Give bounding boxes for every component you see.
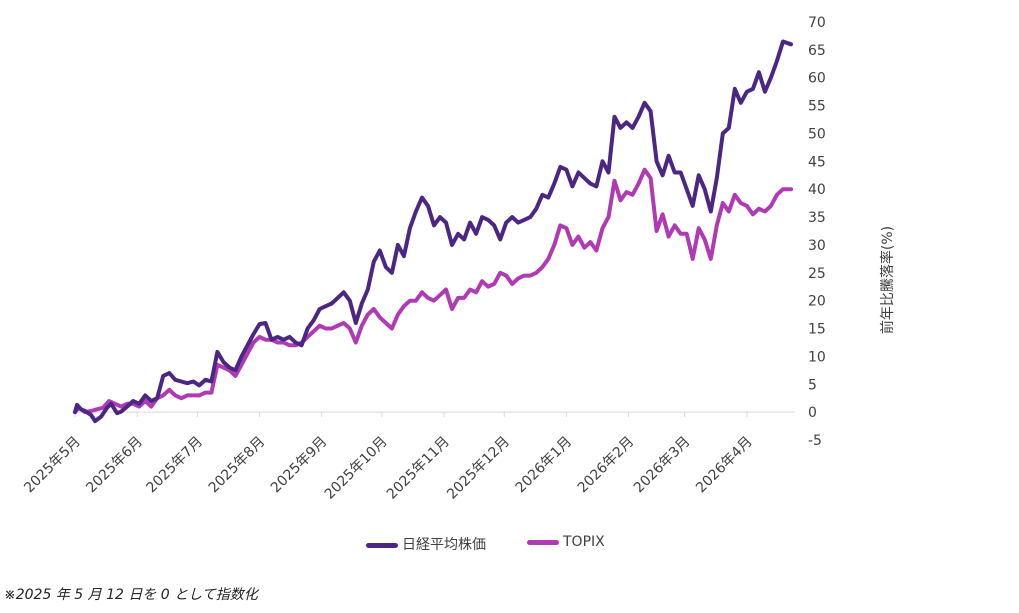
series-lines (73, 39, 793, 424)
x-tick-label: 2025年12月 (444, 434, 513, 503)
x-tick-label: 2026年3月 (631, 434, 694, 497)
x-tick-label: 2025年10月 (322, 434, 391, 503)
legend-item-nikkei: 日経平均株価 (366, 534, 486, 554)
x-tick-label: 2025年6月 (83, 434, 146, 497)
footnote: ※2025 年 5 月 12 日を 0 として指数化 (4, 587, 258, 603)
y-tick-label: 70 (808, 15, 826, 31)
x-ticks (74, 412, 748, 418)
x-tick-label: 2025年8月 (206, 434, 269, 497)
y-tick-label: 60 (808, 71, 826, 87)
y-axis-title: 前年比騰落率(%) (879, 226, 896, 334)
y-tick-labels: -5 0 5 10 15 20 25 30 35 40 45 50 55 60 65 70 (808, 15, 826, 449)
y-tick-label: 65 (808, 43, 826, 59)
x-tick-label: 2026年4月 (693, 434, 756, 497)
y-tick-label: 15 (808, 322, 826, 338)
y-tick-label: 35 (808, 210, 826, 226)
y-tick-label: 5 (808, 377, 817, 393)
y-tick-label: 10 (808, 349, 826, 365)
legend-swatch-nikkei (366, 542, 398, 548)
y-tick-label: 30 (808, 238, 826, 254)
y-tick-label: 40 (808, 182, 826, 198)
legend-swatch-topix (527, 539, 559, 545)
series-line-nikkei (73, 39, 793, 424)
y-tick-label: 0 (808, 405, 817, 421)
x-tick-label: 2026年2月 (575, 434, 638, 497)
y-tick-label: -5 (808, 433, 822, 449)
y-tick-label: 45 (808, 154, 826, 170)
y-tick-label: 20 (808, 294, 826, 310)
legend-item-topix: TOPIX (527, 534, 605, 550)
legend: 日経平均株価 TOPIX (0, 534, 1019, 554)
x-tick-label: 2026年1月 (513, 434, 576, 497)
y-tick-label: 55 (808, 99, 826, 115)
legend-label-topix: TOPIX (563, 534, 605, 550)
y-tick-label: 50 (808, 126, 826, 142)
x-tick-label: 2025年9月 (268, 434, 331, 497)
series-line-topix (73, 167, 793, 415)
y-tick-label: 25 (808, 266, 826, 282)
x-tick-label: 2025年11月 (384, 434, 453, 503)
legend-label-nikkei: 日経平均株価 (402, 537, 486, 553)
x-tick-label: 2025年7月 (144, 434, 207, 497)
x-tick-label: 2025年5月 (21, 434, 84, 497)
